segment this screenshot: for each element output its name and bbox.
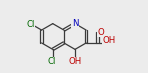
Text: O: O <box>98 28 104 37</box>
Text: Cl: Cl <box>26 20 34 29</box>
Text: OH: OH <box>103 36 116 45</box>
Text: OH: OH <box>68 57 82 66</box>
Text: Cl: Cl <box>48 57 56 66</box>
Text: N: N <box>72 19 78 28</box>
